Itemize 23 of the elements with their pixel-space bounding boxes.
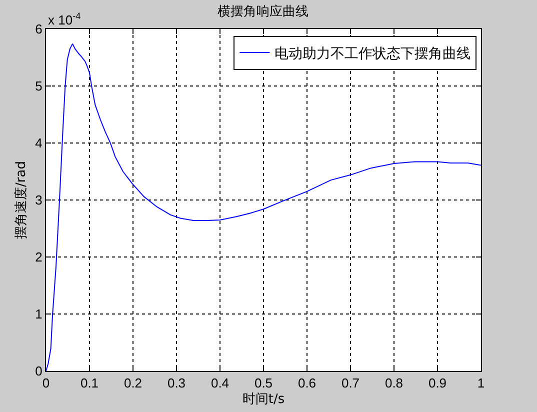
y-tick-label: 6 <box>35 22 42 37</box>
y-tick-label: 3 <box>35 192 42 208</box>
x-tick-label: 0.9 <box>428 376 447 391</box>
x-tick-label: 0.7 <box>341 376 360 391</box>
x-tick-label: 0.1 <box>80 376 99 391</box>
y-tick-label: 5 <box>35 78 42 94</box>
chart-title: 横摆角响应曲线 <box>218 3 309 20</box>
x-tick-label: 0.5 <box>254 376 273 391</box>
x-axis-title: 时间t/s <box>242 392 285 408</box>
y-axis-title: 摆角速度/rad <box>13 161 30 239</box>
x-tick-label: 1 <box>477 376 485 391</box>
x-tick-label: 0.8 <box>384 376 404 391</box>
x-tick-label: 0.2 <box>124 376 142 391</box>
y-tick-label: 2 <box>35 250 42 265</box>
y-tick-label: 4 <box>35 136 42 151</box>
text: x 10$^{-4}$ <box>48 11 81 28</box>
x-tick-label: 0.3 <box>167 376 186 391</box>
legend-label: 电动助力不工作状态下摆角曲线 <box>274 46 471 62</box>
y-tick-label: 0 <box>35 364 42 379</box>
line-series <box>46 43 481 371</box>
x-tick-label: 0.6 <box>298 376 316 391</box>
y-tick-label: 1 <box>35 306 42 322</box>
x-tick-label: 0.4 <box>210 376 230 391</box>
